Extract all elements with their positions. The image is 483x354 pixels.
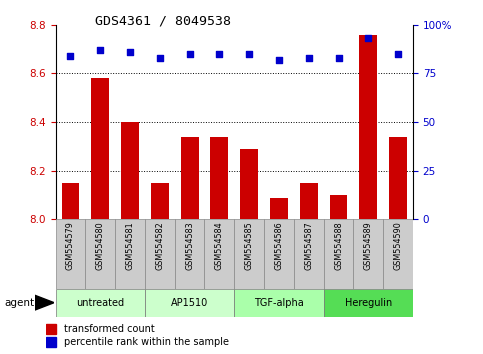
- Text: GSM554579: GSM554579: [66, 222, 75, 270]
- Text: agent: agent: [5, 298, 35, 308]
- Point: [185, 51, 193, 57]
- Bar: [383, 219, 413, 289]
- Bar: [56, 219, 85, 289]
- Bar: [121, 122, 139, 219]
- Bar: [294, 219, 324, 289]
- Text: GSM554580: GSM554580: [96, 222, 105, 270]
- Bar: [91, 78, 109, 219]
- Bar: [115, 219, 145, 289]
- Text: GDS4361 / 8049538: GDS4361 / 8049538: [95, 14, 231, 27]
- Bar: [46, 324, 56, 334]
- Text: percentile rank within the sample: percentile rank within the sample: [64, 337, 229, 347]
- Text: Heregulin: Heregulin: [345, 298, 392, 308]
- Bar: [61, 183, 79, 219]
- Bar: [354, 219, 383, 289]
- Text: GSM554583: GSM554583: [185, 222, 194, 270]
- Point: [156, 55, 164, 61]
- Text: GSM554590: GSM554590: [394, 222, 402, 270]
- Bar: [324, 219, 354, 289]
- Bar: [181, 137, 199, 219]
- Text: GSM554589: GSM554589: [364, 222, 373, 270]
- Text: AP1510: AP1510: [171, 298, 208, 308]
- Point: [275, 57, 283, 63]
- Point: [245, 51, 253, 57]
- Text: GSM554588: GSM554588: [334, 222, 343, 270]
- Text: untreated: untreated: [76, 298, 124, 308]
- Text: transformed count: transformed count: [64, 324, 155, 334]
- Text: TGF-alpha: TGF-alpha: [254, 298, 304, 308]
- Bar: [56, 289, 145, 317]
- Point: [67, 53, 74, 59]
- Point: [335, 55, 342, 61]
- Point: [97, 47, 104, 53]
- Bar: [389, 137, 407, 219]
- Point: [126, 49, 134, 55]
- Bar: [264, 219, 294, 289]
- Point: [394, 51, 402, 57]
- Point: [305, 55, 313, 61]
- Bar: [204, 219, 234, 289]
- Text: GSM554587: GSM554587: [304, 222, 313, 270]
- Bar: [46, 337, 56, 347]
- Text: GSM554585: GSM554585: [245, 222, 254, 270]
- Bar: [329, 195, 347, 219]
- Bar: [145, 219, 175, 289]
- Bar: [234, 289, 324, 317]
- Bar: [211, 137, 228, 219]
- Text: GSM554586: GSM554586: [274, 222, 284, 270]
- Text: GSM554581: GSM554581: [126, 222, 134, 270]
- Bar: [151, 183, 169, 219]
- Bar: [145, 289, 234, 317]
- Text: GSM554584: GSM554584: [215, 222, 224, 270]
- Point: [364, 35, 372, 41]
- Bar: [240, 149, 258, 219]
- Bar: [175, 219, 204, 289]
- Bar: [324, 289, 413, 317]
- Bar: [359, 35, 377, 219]
- Bar: [234, 219, 264, 289]
- Point: [215, 51, 223, 57]
- Polygon shape: [35, 295, 54, 310]
- Text: GSM554582: GSM554582: [156, 222, 164, 270]
- Bar: [85, 219, 115, 289]
- Bar: [270, 198, 288, 219]
- Bar: [300, 183, 318, 219]
